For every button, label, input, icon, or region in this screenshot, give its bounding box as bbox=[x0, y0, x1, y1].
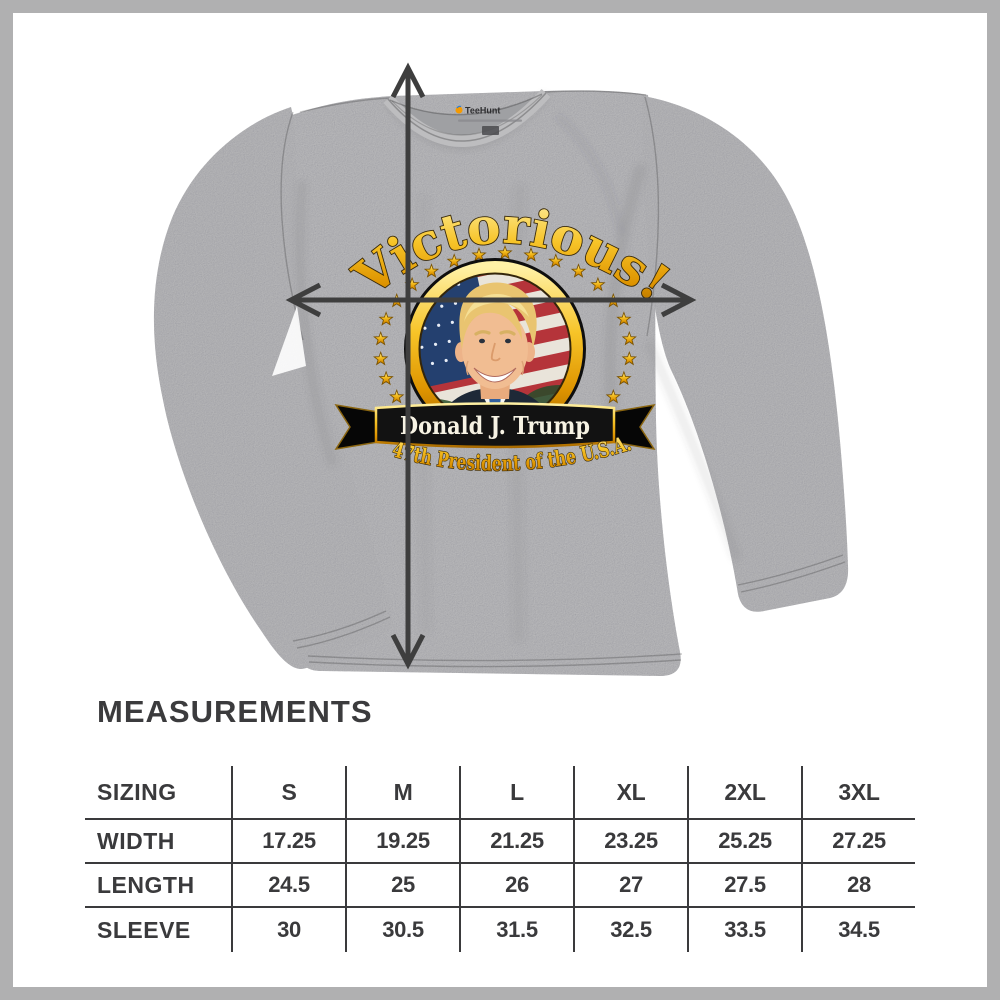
size-chart-table: SIZING S M L XL 2XL 3XL WIDTH 17.25 19.2… bbox=[85, 766, 915, 952]
size-col-header-xl: XL bbox=[573, 766, 687, 818]
size-col-header-2xl: 2XL bbox=[687, 766, 801, 818]
measurements-title: MEASUREMENTS bbox=[97, 694, 373, 729]
banner-name: Donald J. Trump bbox=[400, 411, 590, 440]
length-value-s: 24.5 bbox=[231, 862, 345, 906]
width-arrow bbox=[285, 282, 697, 318]
row-label-length: LENGTH bbox=[85, 862, 231, 906]
length-value-2xl: 27.5 bbox=[687, 862, 801, 906]
width-value-l: 21.25 bbox=[459, 818, 573, 862]
sleeve-value-3xl: 34.5 bbox=[801, 906, 915, 952]
size-col-header-l: L bbox=[459, 766, 573, 818]
measurement-arrows bbox=[285, 62, 697, 670]
sleeve-value-xl: 32.5 bbox=[573, 906, 687, 952]
width-value-2xl: 25.25 bbox=[687, 818, 801, 862]
underarm-gap bbox=[272, 306, 306, 376]
width-value-s: 17.25 bbox=[231, 818, 345, 862]
arrowhead-down-icon bbox=[390, 633, 426, 670]
width-value-3xl: 27.25 bbox=[801, 818, 915, 862]
size-col-header-m: M bbox=[345, 766, 459, 818]
sleeve-value-s: 30 bbox=[231, 906, 345, 952]
arrowhead-up-icon bbox=[390, 62, 426, 99]
name-banner: Donald J. Trump bbox=[334, 402, 656, 451]
length-arrow bbox=[390, 62, 426, 670]
size-col-header-s: S bbox=[231, 766, 345, 818]
brand-label: TeeHunt bbox=[455, 106, 522, 135]
brand-logo-icon bbox=[455, 106, 463, 114]
length-value-m: 25 bbox=[345, 862, 459, 906]
sleeve-value-m: 30.5 bbox=[345, 906, 459, 952]
row-label-sleeve: SLEEVE bbox=[85, 906, 231, 952]
label-size-tag bbox=[482, 126, 499, 135]
label-microtext-line bbox=[458, 119, 522, 122]
seams bbox=[280, 90, 846, 668]
length-value-l: 26 bbox=[459, 862, 573, 906]
length-value-3xl: 28 bbox=[801, 862, 915, 906]
arrowhead-left-icon bbox=[285, 282, 322, 318]
arrowhead-right-icon bbox=[660, 282, 697, 318]
size-chart-corner-header: SIZING bbox=[97, 778, 177, 805]
length-value-xl: 27 bbox=[573, 862, 687, 906]
sleeve-value-2xl: 33.5 bbox=[687, 906, 801, 952]
size-col-header-3xl: 3XL bbox=[801, 766, 915, 818]
row-label-width: WIDTH bbox=[85, 818, 231, 862]
sleeve-value-l: 31.5 bbox=[459, 906, 573, 952]
brand-name: TeeHunt bbox=[465, 106, 500, 116]
width-value-m: 19.25 bbox=[345, 818, 459, 862]
width-value-xl: 23.25 bbox=[573, 818, 687, 862]
